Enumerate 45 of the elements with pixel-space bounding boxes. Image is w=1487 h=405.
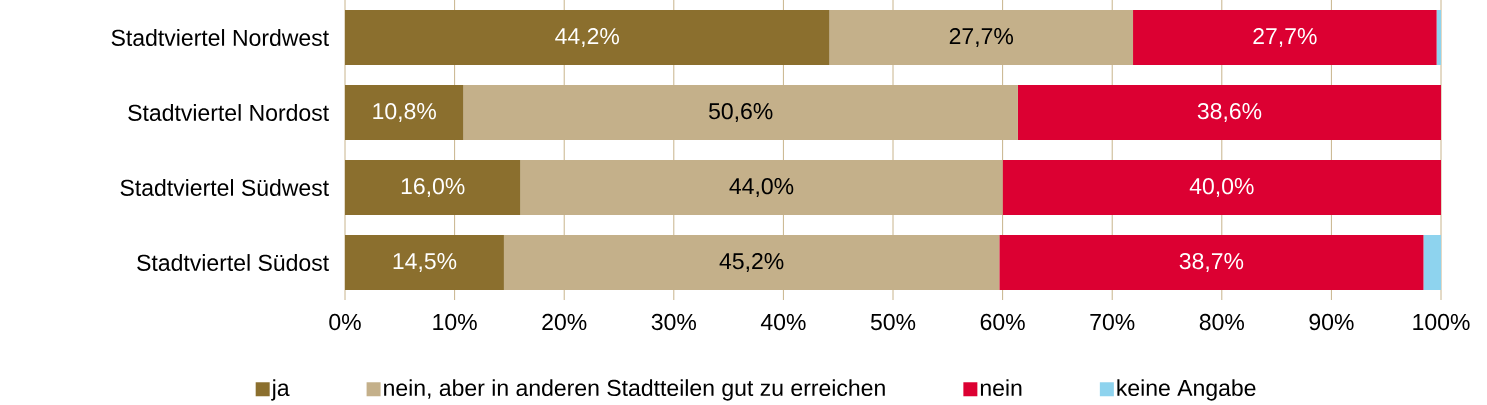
y-tick-label: Stadtviertel Nordwest xyxy=(111,29,329,46)
data-label: 10,8% xyxy=(373,103,436,123)
data-label: 38,7% xyxy=(1179,253,1244,273)
x-tick-label: 50% xyxy=(870,313,916,331)
data-label: 40,0% xyxy=(1189,178,1254,198)
y-tick-label: Stadtviertel Südwest xyxy=(120,179,329,196)
x-tick-label: 40% xyxy=(760,313,806,331)
legend-label: ja xyxy=(271,379,290,401)
data-label: 44,2% xyxy=(555,28,620,47)
data-label: 14,5% xyxy=(393,253,457,272)
x-tick-label: 30% xyxy=(651,313,696,331)
data-label: 27,7% xyxy=(1253,28,1317,47)
y-tick-label: Stadtviertel Nordost xyxy=(128,104,329,121)
bar xyxy=(345,85,464,140)
bar xyxy=(999,235,1424,290)
x-tick-label: 100% xyxy=(1413,313,1470,331)
bar xyxy=(463,85,1018,140)
bar xyxy=(345,10,830,65)
x-tick-label: 70% xyxy=(1090,313,1135,331)
x-tick-label: 10% xyxy=(433,313,477,331)
bar xyxy=(503,235,1000,290)
bar xyxy=(1436,10,1442,65)
bar xyxy=(345,160,521,215)
x-tick-label: 60% xyxy=(980,313,1025,331)
data-label: 45,2% xyxy=(719,253,784,273)
data-label: 50,6% xyxy=(708,103,773,123)
bar xyxy=(829,10,1134,65)
x-tick-label: 80% xyxy=(1199,313,1244,331)
bar xyxy=(1002,160,1442,215)
bar xyxy=(1017,85,1442,140)
x-tick-label: 0% xyxy=(329,313,361,331)
y-tick-label: Stadtviertel Südost xyxy=(137,254,329,271)
bar xyxy=(1423,235,1442,290)
bar xyxy=(520,160,1003,215)
data-label: 44,0% xyxy=(729,178,794,198)
x-tick-label: 20% xyxy=(542,313,587,331)
legend-label: nein xyxy=(980,379,1022,397)
x-tick-label: 90% xyxy=(1309,313,1354,331)
legend-label: keine Angabe xyxy=(1117,379,1256,401)
data-label: 16,0% xyxy=(401,178,465,198)
data-label: 38,6% xyxy=(1197,103,1262,123)
legend-label: nein, aber in anderen Stadtteilen gut zu erreichen xyxy=(384,379,885,401)
data-label: 27,7% xyxy=(949,28,1014,47)
bar xyxy=(345,235,504,290)
bar xyxy=(1133,10,1437,65)
